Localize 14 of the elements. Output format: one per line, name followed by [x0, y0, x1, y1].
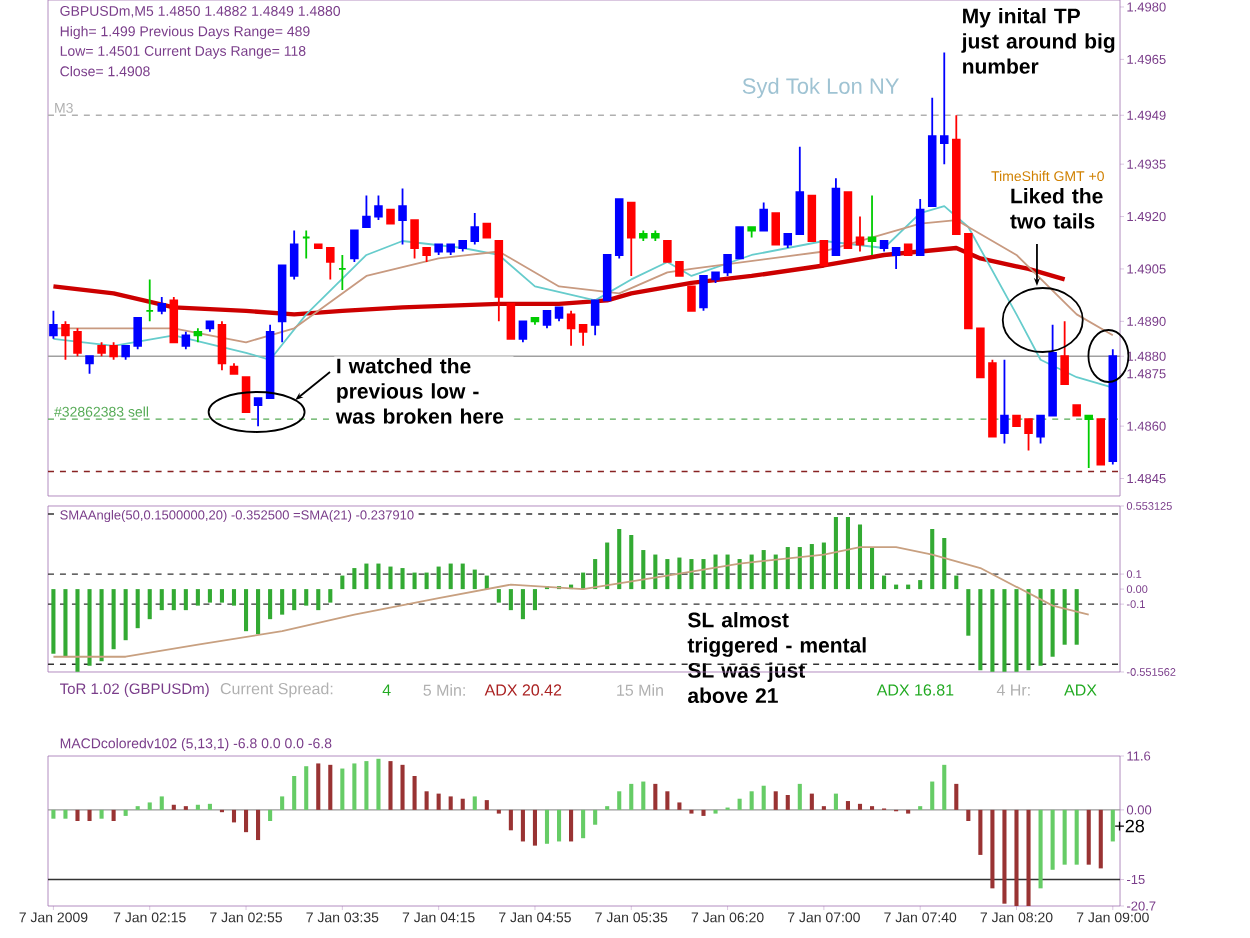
annotation: +28	[1115, 819, 1145, 833]
annotation: Syd Tok Lon NY	[742, 77, 899, 99]
annotation: SL almost triggered - mental SL was just above 21	[687, 611, 866, 704]
annotation: My inital TP just around big number	[961, 7, 1115, 74]
text: Current Spread:	[220, 682, 333, 698]
text: 15 Min	[617, 684, 663, 696]
annotation: I watched the previous low - was broken here	[335, 357, 504, 424]
text: 4 Hr:	[996, 684, 1030, 696]
annotation: Liked the two tails	[1010, 187, 1103, 229]
text: ADX 16.81	[876, 684, 954, 696]
text: 5 Min:	[423, 684, 465, 696]
text: ADX	[1064, 684, 1097, 696]
text: ADX 20.42	[484, 684, 562, 696]
text: 4	[382, 684, 391, 696]
